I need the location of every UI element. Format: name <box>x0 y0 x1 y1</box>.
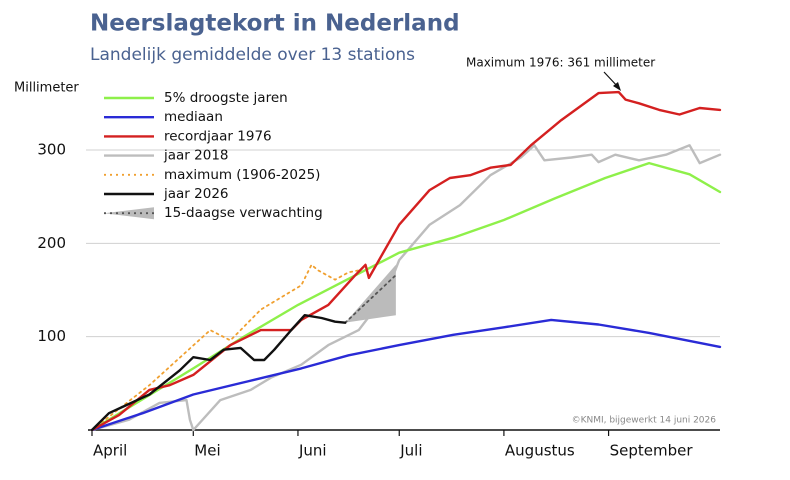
x-tick-label: Augustus <box>505 442 575 460</box>
x-tick-label: Mei <box>194 442 220 460</box>
chart-title: Neerslagtekort in Nederland <box>90 11 460 37</box>
series-line <box>90 161 722 432</box>
x-tick-label: September <box>610 442 694 460</box>
legend-label: 15-daagse verwachting <box>164 205 323 221</box>
series-line <box>91 263 360 431</box>
legend-label: recordjaar 1976 <box>164 128 272 144</box>
credit: ©KNMI, bijgewerkt 14 juni 2026 <box>572 416 717 426</box>
legend-label: 5% droogste jaren <box>164 90 288 106</box>
series-line <box>344 274 397 324</box>
y-tick-label: 300 <box>37 141 66 159</box>
legend-label: mediaan <box>164 109 223 125</box>
annotation-arrowhead <box>613 82 621 91</box>
annotation: Maximum 1976: 361 millimeter <box>466 56 655 70</box>
chart-subtitle: Landelijk gemiddelde over 13 stations <box>90 45 415 65</box>
series-line <box>90 318 722 432</box>
legend-label: maximum (1906-2025) <box>164 167 320 183</box>
series-line <box>90 314 347 432</box>
x-tick-label: April <box>93 442 127 460</box>
x-tick-label: Juni <box>298 442 327 460</box>
y-tick-label: 100 <box>37 327 66 345</box>
legend-label: jaar 2018 <box>163 148 229 164</box>
y-axis-label: Millimeter <box>14 81 79 96</box>
y-tick-label: 200 <box>37 234 66 252</box>
legend-label: jaar 2026 <box>163 186 229 202</box>
x-tick-label: Juli <box>399 442 422 460</box>
series-line <box>90 144 722 432</box>
forecast-band <box>345 264 396 323</box>
